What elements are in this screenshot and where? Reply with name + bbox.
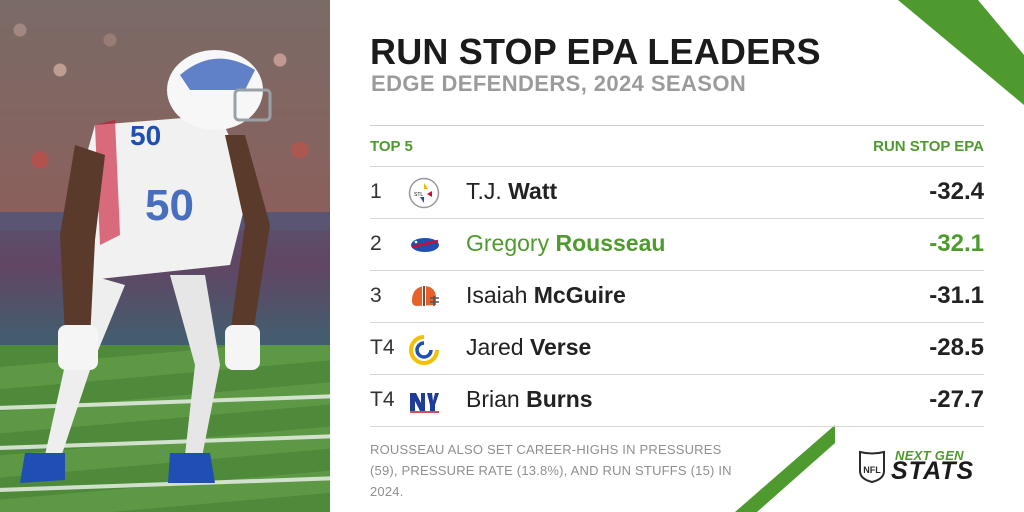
accent-stripe xyxy=(735,425,835,512)
player-figure: 50 50 xyxy=(20,50,272,483)
brand-large-text: STATS xyxy=(891,457,975,485)
page-subtitle: EDGE DEFENDERS, 2024 SEASON xyxy=(371,71,747,96)
epa-value: -31.1 xyxy=(929,282,984,309)
player-photo: 50 50 xyxy=(0,0,330,512)
first-name: Brian xyxy=(466,386,520,412)
player-name: Isaiah McGuire xyxy=(466,282,626,309)
last-name: Rousseau xyxy=(555,230,666,256)
rank: 2 xyxy=(370,232,382,255)
footnote: ROUSSEAU ALSO SET CAREER-HIGHS IN PRESSU… xyxy=(370,442,732,499)
divider xyxy=(370,426,984,427)
epa-value: -27.7 xyxy=(929,386,984,413)
player-name: Jared Verse xyxy=(466,334,591,361)
browns-helmet-icon xyxy=(412,286,439,306)
table-header-left: TOP 5 xyxy=(370,138,413,155)
first-name: Isaiah xyxy=(466,282,528,308)
accent-stripe xyxy=(898,0,1024,105)
steelers-logo-icon: STL xyxy=(408,177,440,209)
nfl-shield-text: NFL xyxy=(863,465,881,475)
rank: 1 xyxy=(370,180,382,203)
table-row: 2 Gregory Rousseau -32.1 xyxy=(370,218,984,271)
first-name: T.J. xyxy=(466,178,502,204)
svg-text:STL: STL xyxy=(414,192,423,198)
player-name: Gregory Rousseau xyxy=(466,230,665,257)
next-gen-stats-logo: NFL NEXT GEN STATS xyxy=(858,448,984,485)
last-name: Watt xyxy=(508,178,558,204)
rank: T4 xyxy=(370,336,395,359)
table-row: T4 Brian Burns -27.7 xyxy=(370,374,984,427)
bills-logo-icon xyxy=(411,238,439,252)
last-name: Burns xyxy=(526,386,593,412)
table-row: 3 Isaiah McGuire -31.1 xyxy=(370,270,984,323)
last-name: Verse xyxy=(529,334,592,360)
epa-value: -28.5 xyxy=(929,334,984,361)
player-name: Brian Burns xyxy=(466,386,593,413)
rank: T4 xyxy=(370,388,395,411)
last-name: McGuire xyxy=(533,282,626,308)
divider xyxy=(370,125,984,126)
first-name: Gregory xyxy=(466,230,550,256)
brand-small-text: NEXT GEN xyxy=(895,448,964,463)
epa-value: -32.4 xyxy=(929,178,984,205)
table-row: T4 Jared Verse -28.5 xyxy=(370,322,984,375)
giants-logo-icon xyxy=(410,393,439,413)
player-name: T.J. Watt xyxy=(466,178,557,205)
table-row: 1 STL T.J. Watt -32.4 xyxy=(370,166,984,219)
first-name: Jared xyxy=(466,334,524,360)
page-title: RUN STOP EPA LEADERS xyxy=(370,31,821,72)
rank: 3 xyxy=(370,284,382,307)
nfl-shield-icon: NFL xyxy=(859,450,885,483)
jersey-number: 50 xyxy=(145,181,194,230)
table-header-right: RUN STOP EPA xyxy=(873,138,984,155)
rams-logo-icon xyxy=(409,335,439,365)
epa-value: -32.1 xyxy=(929,230,984,257)
jersey-number: 50 xyxy=(130,120,161,151)
